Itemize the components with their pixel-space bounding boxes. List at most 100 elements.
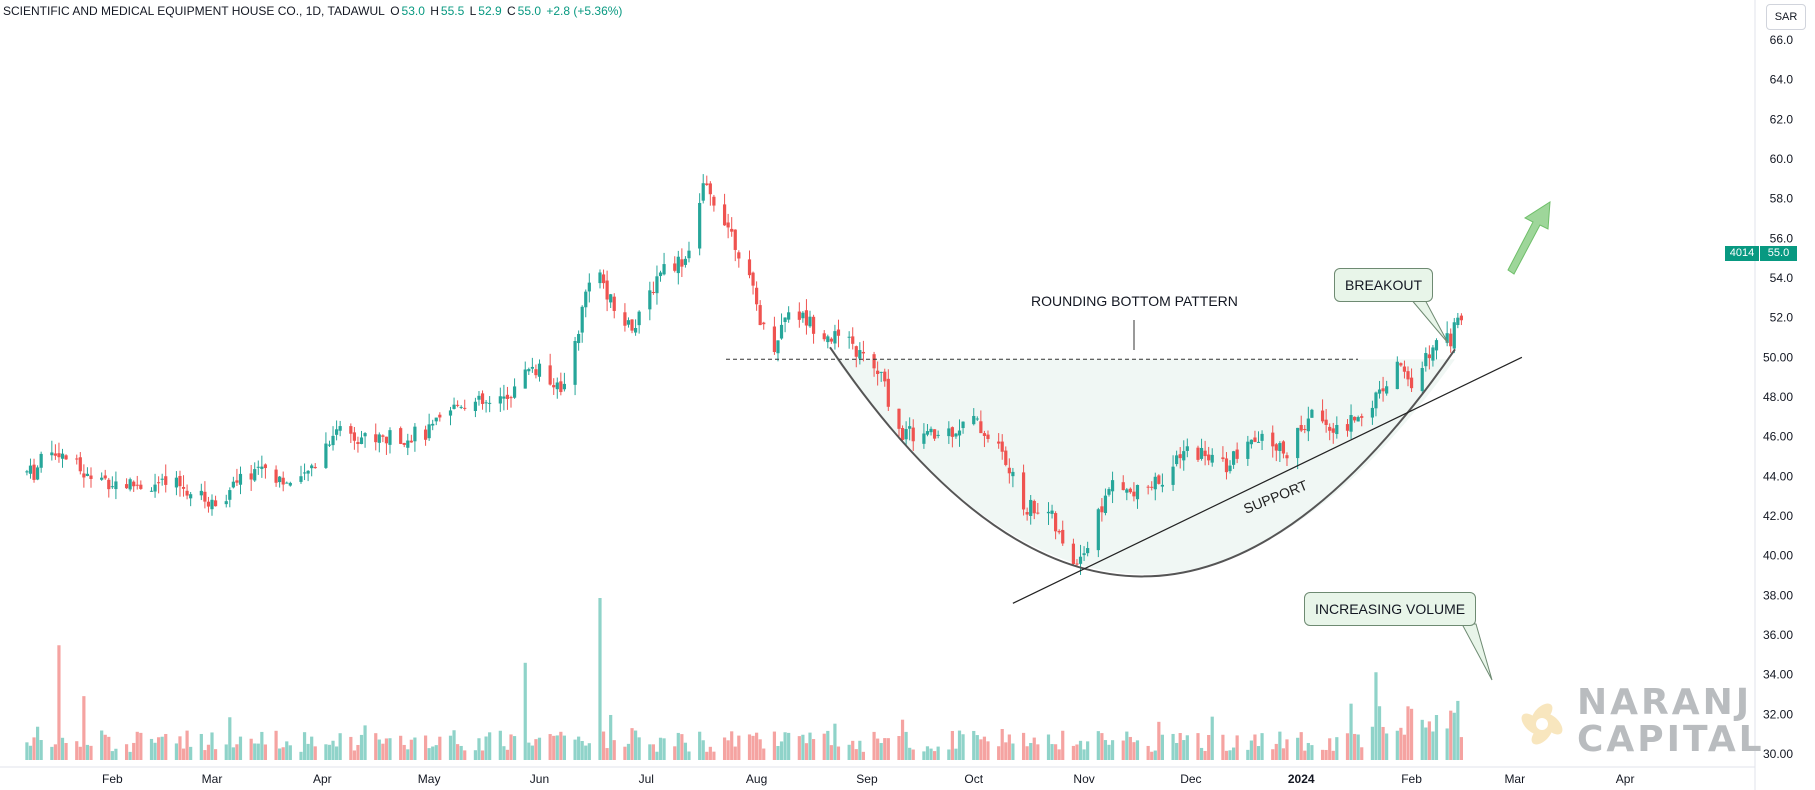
candle bbox=[737, 250, 741, 268]
volume-bar bbox=[512, 736, 517, 760]
volume-bar bbox=[374, 733, 378, 760]
candle bbox=[676, 250, 680, 285]
volume-bar bbox=[623, 746, 627, 760]
price-tick-label: 66.0 bbox=[1770, 33, 1794, 47]
high-label: H bbox=[430, 4, 439, 18]
candle bbox=[352, 426, 356, 450]
volume-bar bbox=[1078, 740, 1083, 760]
candle bbox=[523, 361, 527, 389]
candle bbox=[580, 305, 584, 343]
volume-bar bbox=[1021, 732, 1026, 760]
volume-bar bbox=[1246, 749, 1250, 760]
volume-bar bbox=[876, 738, 880, 760]
candle bbox=[434, 417, 438, 426]
volume-bar bbox=[477, 738, 481, 760]
volume-bar bbox=[783, 732, 787, 760]
candle bbox=[509, 395, 513, 408]
volume-bar bbox=[900, 719, 905, 760]
volume-bar bbox=[808, 732, 812, 760]
candle bbox=[982, 430, 987, 448]
volume-bar bbox=[605, 748, 609, 760]
candle bbox=[1132, 482, 1136, 502]
candle bbox=[409, 434, 413, 443]
currency-button[interactable]: SAR bbox=[1766, 4, 1806, 30]
volume-bar bbox=[28, 745, 33, 760]
candle bbox=[552, 378, 556, 395]
candle bbox=[1281, 440, 1286, 459]
candle bbox=[730, 217, 734, 237]
candle bbox=[473, 397, 478, 418]
candle bbox=[132, 480, 136, 492]
candle bbox=[39, 451, 43, 473]
volume-bar bbox=[235, 744, 239, 760]
candle bbox=[612, 293, 616, 319]
volume-bar bbox=[149, 738, 154, 760]
volume-bar bbox=[75, 741, 79, 760]
volume-bar bbox=[1424, 727, 1428, 760]
volume-bar bbox=[1160, 734, 1164, 760]
candle bbox=[1299, 415, 1303, 433]
volume-bar bbox=[402, 744, 406, 760]
volume-bar bbox=[1157, 721, 1161, 760]
volume-bar bbox=[925, 746, 930, 760]
volume-bar bbox=[651, 744, 655, 760]
volume-bar bbox=[762, 748, 766, 760]
candle bbox=[1036, 503, 1040, 515]
volume-bar bbox=[851, 740, 855, 760]
volume-bar bbox=[423, 735, 428, 760]
volume-bars bbox=[25, 598, 1463, 760]
time-tick-label: May bbox=[418, 772, 441, 786]
volume-bar bbox=[381, 743, 385, 760]
volume-bar bbox=[580, 740, 584, 760]
candle bbox=[448, 406, 453, 426]
candle bbox=[1000, 434, 1004, 460]
candle bbox=[811, 314, 816, 344]
volume-bar bbox=[601, 731, 606, 760]
volume-bar bbox=[829, 745, 833, 760]
volume-bar bbox=[726, 740, 730, 760]
candle bbox=[548, 353, 552, 386]
volume-bar bbox=[132, 742, 136, 760]
candle bbox=[979, 410, 983, 434]
volume-bar bbox=[1253, 734, 1257, 760]
candle bbox=[484, 400, 488, 413]
volume-bar bbox=[231, 747, 235, 760]
volume-bar bbox=[1274, 743, 1278, 760]
volume-bar bbox=[310, 736, 314, 760]
volume-bar bbox=[25, 742, 29, 760]
candle bbox=[577, 330, 581, 351]
candle bbox=[687, 241, 691, 263]
volume-bar bbox=[811, 739, 816, 760]
candle bbox=[1228, 460, 1232, 474]
candle bbox=[1328, 423, 1332, 441]
volume-bar bbox=[263, 744, 268, 760]
candle bbox=[776, 340, 780, 362]
candle bbox=[605, 270, 609, 312]
volume-bar bbox=[427, 748, 431, 760]
volume-bar bbox=[648, 744, 652, 760]
volume-bar bbox=[755, 732, 759, 760]
candle bbox=[630, 319, 634, 334]
candle bbox=[1096, 507, 1100, 558]
volume-bar bbox=[1203, 750, 1207, 760]
candle bbox=[505, 386, 510, 410]
price-tick-label: 36.00 bbox=[1763, 628, 1793, 642]
volume-bar bbox=[185, 730, 189, 760]
volume-bar bbox=[626, 743, 631, 760]
candle bbox=[1335, 416, 1339, 439]
candle bbox=[57, 442, 61, 463]
candle bbox=[722, 193, 727, 226]
candle bbox=[929, 426, 933, 436]
volume-bar bbox=[1331, 750, 1335, 760]
price-tick-label: 32.00 bbox=[1763, 707, 1793, 721]
price-tick-label: 44.00 bbox=[1763, 469, 1793, 483]
candle bbox=[181, 475, 186, 497]
volume-bar bbox=[1370, 726, 1375, 760]
candle bbox=[231, 476, 235, 489]
volume-bar bbox=[1146, 745, 1150, 760]
candle bbox=[452, 397, 456, 410]
volume-bar bbox=[228, 717, 232, 760]
candle bbox=[1103, 488, 1108, 516]
candle bbox=[534, 364, 538, 379]
